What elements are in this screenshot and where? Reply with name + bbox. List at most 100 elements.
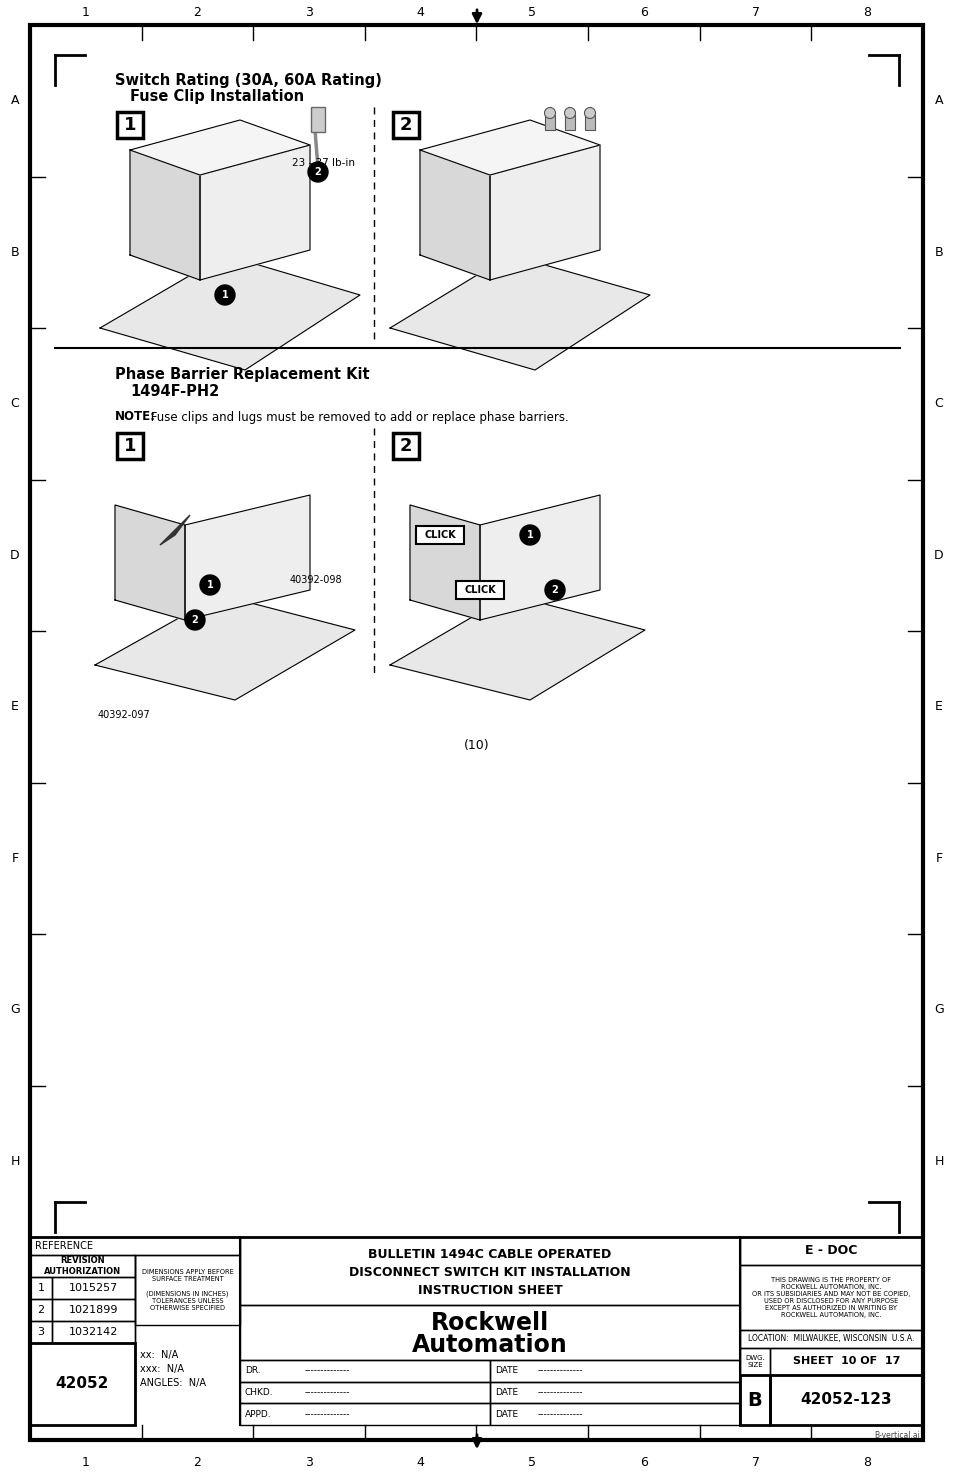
Polygon shape	[130, 119, 310, 176]
Circle shape	[564, 108, 575, 118]
Bar	[490, 1403, 740, 1425]
Text: F: F	[935, 851, 942, 864]
Polygon shape	[200, 145, 310, 280]
Bar	[393, 112, 418, 139]
Polygon shape	[564, 115, 575, 130]
Bar	[769, 1375, 923, 1425]
Text: 6: 6	[639, 6, 647, 19]
Text: 2: 2	[193, 6, 201, 19]
Bar	[30, 1255, 135, 1277]
Bar	[740, 1330, 923, 1348]
Text: ANGLES:  N/A: ANGLES: N/A	[140, 1378, 206, 1388]
Text: 1: 1	[207, 580, 213, 590]
Text: 1015257: 1015257	[69, 1283, 118, 1294]
Text: --------------: --------------	[537, 1410, 583, 1419]
Bar	[240, 1403, 490, 1425]
Text: E - DOC: E - DOC	[804, 1245, 857, 1258]
Text: 2: 2	[314, 167, 321, 177]
Bar	[30, 1277, 52, 1299]
Text: (10): (10)	[464, 739, 489, 751]
Text: Phase Barrier Replacement Kit: Phase Barrier Replacement Kit	[115, 367, 369, 382]
Text: 42052-123: 42052-123	[800, 1392, 891, 1407]
Text: E: E	[11, 701, 19, 714]
Polygon shape	[390, 255, 649, 370]
Polygon shape	[115, 504, 185, 620]
Circle shape	[200, 575, 220, 594]
Text: Fuse clips and lugs must be removed to add or replace phase barriers.: Fuse clips and lugs must be removed to a…	[147, 410, 568, 423]
Text: 1: 1	[526, 530, 533, 540]
Bar	[769, 1348, 923, 1375]
Text: 2: 2	[192, 615, 198, 625]
Text: 7: 7	[751, 1456, 759, 1469]
Bar	[740, 1266, 923, 1330]
Circle shape	[584, 108, 595, 118]
Bar	[135, 1255, 240, 1325]
Bar	[240, 1238, 740, 1305]
Bar	[117, 434, 143, 459]
Text: A: A	[934, 94, 943, 108]
Text: Automation: Automation	[412, 1333, 567, 1357]
Text: H: H	[10, 1155, 20, 1168]
Text: DR.: DR.	[245, 1366, 260, 1375]
Text: B: B	[10, 246, 19, 258]
Text: --------------: --------------	[537, 1366, 583, 1375]
Text: 3: 3	[37, 1328, 45, 1336]
Text: DATE: DATE	[495, 1410, 517, 1419]
Bar	[456, 581, 503, 599]
Text: --------------: --------------	[537, 1388, 583, 1397]
Bar	[52, 1322, 135, 1344]
Polygon shape	[419, 150, 490, 280]
Text: 2: 2	[551, 586, 558, 594]
Text: THIS DRAWING IS THE PROPERTY OF
ROCKWELL AUTOMATION, INC.
OR ITS SUBSIDIARIES AN: THIS DRAWING IS THE PROPERTY OF ROCKWELL…	[752, 1277, 910, 1319]
Text: B-vertical.ai: B-vertical.ai	[873, 1431, 919, 1440]
Text: 2: 2	[193, 1456, 201, 1469]
Polygon shape	[130, 150, 200, 280]
Text: DISCONNECT SWITCH KIT INSTALLATION: DISCONNECT SWITCH KIT INSTALLATION	[349, 1267, 630, 1279]
Text: SHEET  10 OF  17: SHEET 10 OF 17	[792, 1357, 900, 1366]
Text: B: B	[747, 1391, 761, 1410]
Circle shape	[308, 162, 328, 181]
Text: CLICK: CLICK	[424, 530, 456, 540]
Polygon shape	[410, 504, 479, 620]
Text: 2: 2	[399, 117, 412, 134]
Text: Switch Rating (30A, 60A Rating): Switch Rating (30A, 60A Rating)	[115, 72, 381, 87]
Text: C: C	[934, 397, 943, 410]
Text: xxx:  N/A: xxx: N/A	[140, 1364, 184, 1375]
Text: CLICK: CLICK	[464, 586, 496, 594]
Text: --------------: --------------	[305, 1388, 350, 1397]
Text: NOTE:: NOTE:	[115, 410, 156, 423]
Text: C: C	[10, 397, 19, 410]
Polygon shape	[390, 594, 644, 701]
Bar	[240, 1382, 490, 1403]
Text: DIMENSIONS APPLY BEFORE
SURFACE TREATMENT

(DIMENSIONS IN INCHES)
TOLERANCES UNL: DIMENSIONS APPLY BEFORE SURFACE TREATMEN…	[141, 1270, 233, 1311]
Bar	[416, 527, 463, 544]
Text: E: E	[934, 701, 942, 714]
Text: 4: 4	[416, 6, 424, 19]
Polygon shape	[419, 119, 599, 176]
Text: APPD.: APPD.	[245, 1410, 272, 1419]
Text: 1: 1	[124, 117, 136, 134]
Polygon shape	[584, 115, 595, 130]
Text: REFERENCE: REFERENCE	[35, 1240, 92, 1251]
Text: G: G	[10, 1003, 20, 1016]
Bar	[30, 1238, 240, 1255]
Bar	[240, 1305, 740, 1360]
Polygon shape	[160, 515, 190, 544]
Text: 7: 7	[751, 6, 759, 19]
Bar	[52, 1299, 135, 1322]
Text: 1: 1	[124, 437, 136, 454]
Text: 40392-098: 40392-098	[290, 575, 342, 586]
Text: 1494F-PH2: 1494F-PH2	[130, 385, 219, 400]
Text: Rockwell: Rockwell	[431, 1311, 549, 1335]
Circle shape	[519, 525, 539, 544]
Polygon shape	[479, 496, 599, 620]
Text: 1: 1	[82, 1456, 90, 1469]
Text: 2: 2	[399, 437, 412, 454]
Text: xx:  N/A: xx: N/A	[140, 1350, 178, 1360]
Text: 3: 3	[305, 1456, 313, 1469]
Text: 1: 1	[37, 1283, 45, 1294]
Text: CHKD.: CHKD.	[245, 1388, 274, 1397]
Text: --------------: --------------	[305, 1366, 350, 1375]
Text: D: D	[10, 549, 20, 562]
Text: 1: 1	[221, 291, 228, 299]
